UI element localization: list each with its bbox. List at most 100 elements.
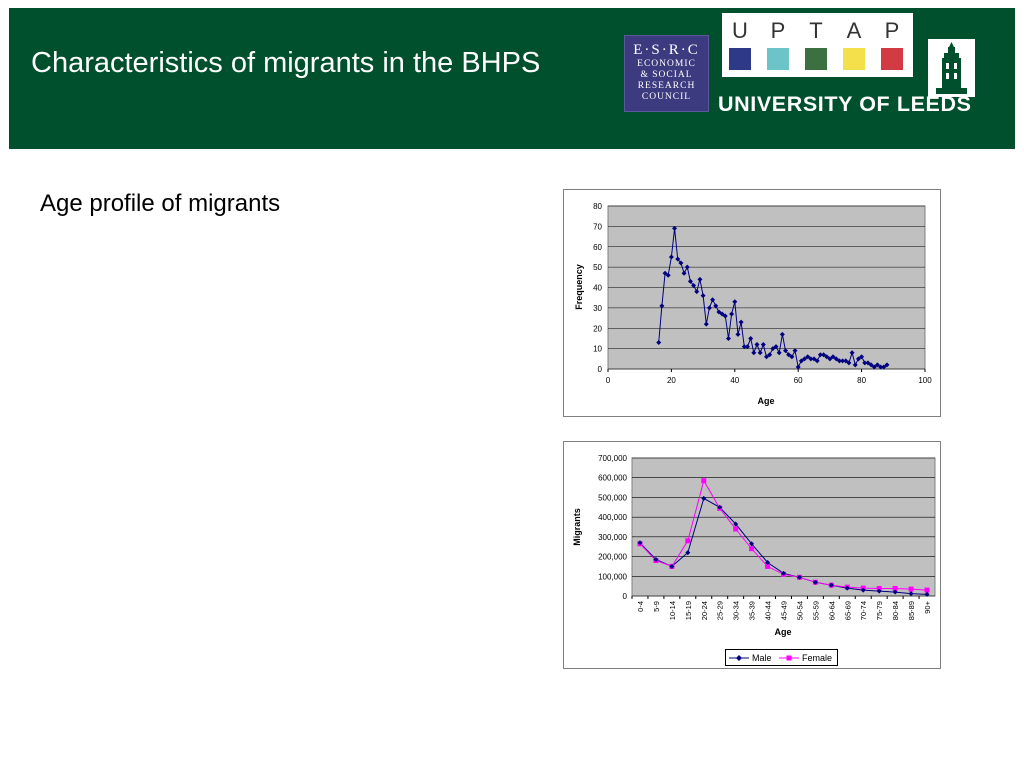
x-tick-label: 75-79 bbox=[875, 601, 884, 620]
x-tick-label: 10-14 bbox=[668, 601, 677, 620]
x-tick-label: 30-34 bbox=[732, 601, 741, 620]
data-point bbox=[741, 344, 747, 350]
data-point bbox=[748, 335, 754, 341]
y-axis-label: Frequency bbox=[574, 264, 584, 310]
x-tick-label: 20-24 bbox=[700, 601, 709, 620]
x-tick-label: 60-64 bbox=[827, 601, 836, 620]
x-tick-label: 40-44 bbox=[764, 601, 773, 620]
data-point bbox=[786, 352, 792, 358]
data-point bbox=[874, 362, 880, 368]
data-point bbox=[855, 356, 861, 362]
data-point bbox=[694, 289, 700, 295]
data-point bbox=[767, 352, 773, 358]
data-point bbox=[789, 354, 795, 360]
uptap-letter-t: T bbox=[809, 18, 823, 43]
data-point bbox=[849, 350, 855, 356]
male-data-point bbox=[765, 559, 771, 565]
data-point bbox=[865, 360, 871, 366]
data-point bbox=[672, 225, 678, 231]
data-point bbox=[881, 364, 887, 370]
y-tick-label: 80 bbox=[593, 202, 602, 211]
data-point bbox=[665, 272, 671, 278]
data-point bbox=[656, 340, 662, 346]
esrc-line-3: RESEARCH bbox=[637, 81, 696, 91]
uptap-square-2 bbox=[767, 48, 789, 70]
data-point bbox=[802, 356, 808, 362]
data-point bbox=[836, 358, 842, 364]
y-tick-label: 40 bbox=[593, 284, 602, 293]
male-data-point bbox=[796, 574, 802, 580]
data-point bbox=[662, 270, 668, 276]
male-data-point bbox=[685, 550, 691, 556]
data-point bbox=[862, 360, 868, 366]
x-axis-label: Age bbox=[757, 396, 774, 406]
uptap-square-5 bbox=[881, 48, 903, 70]
university-name: UNIVERSITY OF LEEDS bbox=[718, 92, 972, 116]
x-tick-label: 45-49 bbox=[780, 601, 789, 620]
male-data-point bbox=[892, 589, 898, 595]
data-point bbox=[779, 331, 785, 337]
female-data-point bbox=[876, 586, 882, 592]
data-point bbox=[776, 350, 782, 356]
data-point bbox=[884, 362, 890, 368]
data-point bbox=[735, 331, 741, 337]
female-data-point bbox=[892, 586, 898, 592]
male-data-point bbox=[717, 504, 723, 510]
data-point bbox=[729, 311, 735, 317]
x-tick-label: 35-39 bbox=[748, 601, 757, 620]
data-point bbox=[808, 356, 814, 362]
page-title: Characteristics of migrants in the BHPS bbox=[31, 47, 541, 79]
data-point bbox=[738, 319, 744, 325]
data-point bbox=[681, 270, 687, 276]
esrc-initials: E·S·R·C bbox=[633, 42, 700, 58]
uptap-letter-u: U bbox=[732, 18, 748, 43]
x-tick-label: 80 bbox=[857, 376, 866, 385]
data-point bbox=[751, 350, 757, 356]
uptap-letter-a: A bbox=[846, 18, 862, 43]
y-tick-label: 50 bbox=[593, 263, 602, 272]
y-tick-label: 100,000 bbox=[598, 572, 627, 581]
male-data-point bbox=[749, 541, 755, 547]
female-data-point bbox=[749, 546, 755, 552]
x-tick-label: 40 bbox=[730, 376, 739, 385]
x-tick-label: 20 bbox=[667, 376, 676, 385]
y-tick-label: 0 bbox=[623, 592, 628, 601]
y-tick-label: 200,000 bbox=[598, 553, 627, 562]
data-point bbox=[792, 348, 798, 354]
y-tick-label: 10 bbox=[593, 345, 602, 354]
legend-male-marker bbox=[736, 655, 742, 661]
data-point bbox=[713, 303, 719, 309]
data-point bbox=[722, 313, 728, 319]
data-point bbox=[833, 356, 839, 362]
data-point bbox=[798, 358, 804, 364]
x-tick-label: 50-54 bbox=[795, 601, 804, 620]
y-tick-label: 700,000 bbox=[598, 454, 627, 463]
esrc-line-4: COUNCIL bbox=[641, 92, 692, 102]
data-point bbox=[805, 354, 811, 360]
legend-female-label: Female bbox=[802, 653, 832, 663]
female-data-point bbox=[765, 563, 771, 569]
female-data-point bbox=[733, 526, 739, 532]
y-tick-label: 70 bbox=[593, 222, 602, 231]
x-tick-label: 70-74 bbox=[859, 601, 868, 620]
data-point bbox=[678, 260, 684, 266]
male-data-point bbox=[924, 591, 930, 597]
data-point bbox=[710, 297, 716, 303]
data-point bbox=[687, 278, 693, 284]
y-tick-label: 500,000 bbox=[598, 493, 627, 502]
uptap-square-4 bbox=[843, 48, 865, 70]
x-tick-label: 5-9 bbox=[652, 601, 661, 612]
male-data-point bbox=[781, 570, 786, 576]
leeds-tower-icon bbox=[928, 39, 975, 97]
female-data-point bbox=[908, 586, 914, 592]
data-point bbox=[770, 346, 776, 352]
data-point bbox=[754, 342, 760, 348]
data-point bbox=[706, 305, 712, 311]
data-point bbox=[843, 358, 849, 364]
data-point bbox=[827, 356, 833, 362]
data-point bbox=[716, 309, 722, 315]
male-data-point bbox=[812, 579, 818, 585]
male-data-point bbox=[828, 582, 834, 588]
male-data-point bbox=[733, 521, 739, 527]
data-point bbox=[725, 335, 731, 341]
